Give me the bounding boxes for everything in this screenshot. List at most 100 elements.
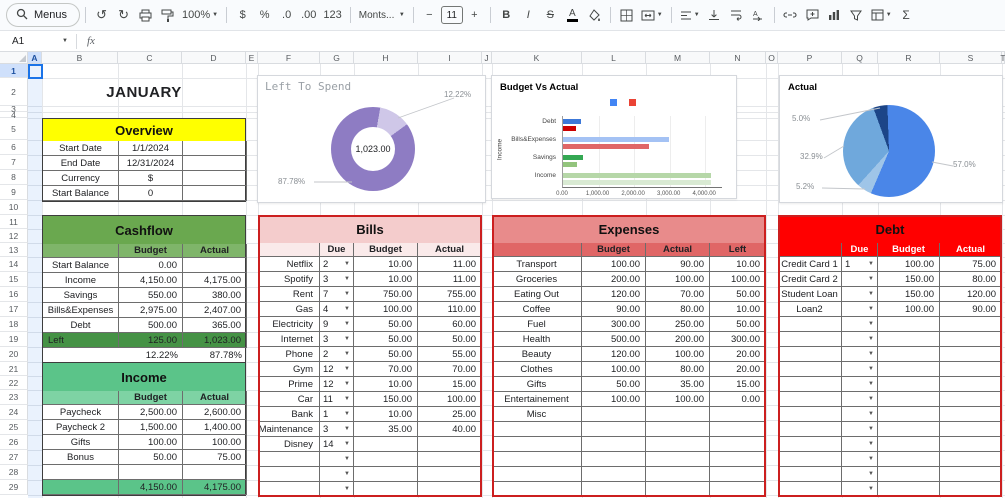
cell[interactable]: [646, 467, 710, 482]
dropdown-chevron-icon[interactable]: ▼: [344, 261, 350, 267]
cell[interactable]: 12.22%: [145, 350, 178, 361]
cell[interactable]: Loan2: [778, 302, 842, 317]
dropdown-chevron-icon[interactable]: ▼: [868, 366, 874, 372]
cell[interactable]: [878, 452, 940, 467]
cell[interactable]: [354, 482, 418, 497]
cell[interactable]: [492, 452, 582, 467]
cell[interactable]: Start Date: [43, 141, 119, 156]
actual-column-header[interactable]: Actual: [183, 391, 247, 405]
row-header-3[interactable]: 3: [0, 104, 28, 114]
table-views-button[interactable]: ▼: [868, 4, 895, 26]
cell[interactable]: 55.00: [418, 347, 482, 362]
cell[interactable]: [492, 422, 582, 437]
column-header-q[interactable]: Q: [842, 52, 878, 64]
cell[interactable]: 12/31/2024: [119, 156, 183, 171]
strikethrough-button[interactable]: S: [546, 9, 554, 21]
fill-color-button[interactable]: [584, 4, 605, 26]
cell[interactable]: 500.00: [119, 318, 183, 333]
row-header-7[interactable]: 7: [0, 155, 28, 170]
cell[interactable]: Health: [492, 332, 582, 347]
cell[interactable]: 4 ▼: [320, 302, 354, 317]
cell[interactable]: 3 ▼: [320, 332, 354, 347]
cell[interactable]: 200.00: [582, 272, 646, 287]
column-header-a[interactable]: A: [28, 52, 42, 64]
dropdown-chevron-icon[interactable]: ▼: [868, 411, 874, 417]
dropdown-chevron-icon[interactable]: ▼: [868, 321, 874, 327]
cell[interactable]: 120.00: [940, 287, 1002, 302]
menus-button[interactable]: Menus: [6, 3, 81, 27]
cell[interactable]: [778, 392, 842, 407]
cell[interactable]: [646, 452, 710, 467]
insert-chart-button[interactable]: [824, 4, 845, 26]
cell[interactable]: ▼: [842, 317, 878, 332]
cell[interactable]: [354, 452, 418, 467]
spreadsheet-grid[interactable]: 1 2 3 4 5 6 7 8 9 10 11 12 13 14 15 16 17 18 19 20 21 22 23 24 2…: [0, 64, 1005, 498]
cell[interactable]: 1,400.00: [183, 420, 247, 435]
cell[interactable]: 4,175.00: [183, 273, 247, 288]
decrease-decimal-button[interactable]: .0: [282, 9, 292, 21]
number-format-button[interactable]: 123: [323, 9, 342, 21]
cell[interactable]: 80.00: [646, 362, 710, 377]
cell[interactable]: ▼: [842, 362, 878, 377]
dropdown-chevron-icon[interactable]: ▼: [344, 381, 350, 387]
cell[interactable]: Gifts: [492, 377, 582, 392]
cell[interactable]: [940, 332, 1002, 347]
cell[interactable]: [183, 141, 247, 156]
dropdown-chevron-icon[interactable]: ▼: [344, 411, 350, 417]
row-header-10[interactable]: 10: [0, 200, 28, 215]
add-comment-button[interactable]: [802, 4, 823, 26]
cell[interactable]: ▼: [842, 287, 878, 302]
cell[interactable]: 75.00: [940, 257, 1002, 272]
dropdown-chevron-icon[interactable]: ▼: [344, 351, 350, 357]
horizontal-align-button[interactable]: ▼: [677, 4, 703, 26]
cell[interactable]: 100.00: [418, 392, 482, 407]
dropdown-chevron-icon[interactable]: ▼: [344, 426, 350, 432]
cell[interactable]: [646, 422, 710, 437]
row-header-12[interactable]: 12: [0, 229, 28, 243]
cell[interactable]: 300.00: [710, 332, 766, 347]
cell[interactable]: Electricity: [258, 317, 320, 332]
column-header-h[interactable]: H: [354, 52, 418, 64]
cell[interactable]: [258, 482, 320, 497]
cell[interactable]: 755.00: [418, 287, 482, 302]
cell[interactable]: [43, 348, 119, 363]
cell[interactable]: [418, 452, 482, 467]
cell[interactable]: Paycheck: [43, 405, 119, 420]
functions-button[interactable]: Σ: [902, 8, 910, 22]
cell[interactable]: [940, 317, 1002, 332]
create-filter-button[interactable]: [846, 4, 867, 26]
debt-header-cell[interactable]: Debt: [778, 215, 1002, 243]
cell[interactable]: 100.00: [646, 272, 710, 287]
cell[interactable]: 3 ▼: [320, 272, 354, 287]
cell[interactable]: 2,600.00: [183, 405, 247, 420]
cell[interactable]: Currency: [43, 171, 119, 186]
text-color-button[interactable]: A: [562, 4, 583, 26]
cell[interactable]: 40.00: [418, 422, 482, 437]
bold-button[interactable]: B: [502, 9, 511, 21]
cell[interactable]: Income: [43, 273, 119, 288]
cell[interactable]: [778, 467, 842, 482]
cell[interactable]: [492, 482, 582, 497]
bills-header-cell[interactable]: Bills: [258, 215, 482, 243]
dropdown-chevron-icon[interactable]: ▼: [868, 351, 874, 357]
cell[interactable]: Gas: [258, 302, 320, 317]
text-wrap-button[interactable]: [726, 4, 747, 26]
dropdown-chevron-icon[interactable]: ▼: [344, 486, 350, 492]
cell[interactable]: [710, 452, 766, 467]
cell[interactable]: [710, 482, 766, 497]
cell[interactable]: ▼: [320, 482, 354, 497]
cell[interactable]: [646, 407, 710, 422]
cell[interactable]: 50.00: [418, 332, 482, 347]
column-header-d[interactable]: D: [182, 52, 246, 64]
cell[interactable]: Clothes: [492, 362, 582, 377]
cell[interactable]: [418, 467, 482, 482]
dropdown-chevron-icon[interactable]: ▼: [868, 261, 874, 267]
cell[interactable]: [354, 467, 418, 482]
row-header-21[interactable]: 21: [0, 362, 28, 376]
cell[interactable]: 500.00: [582, 332, 646, 347]
cell[interactable]: [878, 347, 940, 362]
select-all-corner[interactable]: [0, 52, 28, 64]
cell[interactable]: 80.00: [940, 272, 1002, 287]
cell[interactable]: [646, 482, 710, 497]
cell[interactable]: [778, 243, 842, 257]
